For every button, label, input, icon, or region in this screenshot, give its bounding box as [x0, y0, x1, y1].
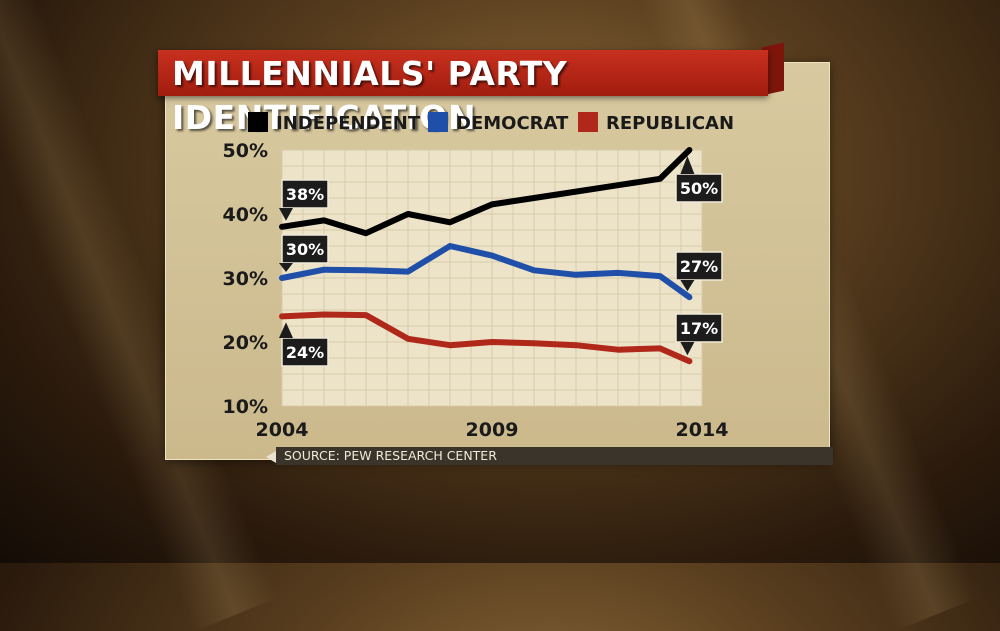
value-callout-pointer	[279, 263, 293, 272]
value-callout-label: 50%	[680, 179, 718, 198]
chart-title: MILLENNIALS' PARTY IDENTIFICATION	[172, 54, 568, 137]
legend-label: INDEPENDENT	[276, 113, 421, 134]
value-callout-box	[675, 313, 723, 343]
source-note: SOURCE: PEW RESEARCH CENTER	[284, 448, 497, 463]
value-callout-pointer	[680, 280, 695, 292]
y-tick-label: 30%	[223, 268, 268, 290]
legend-swatch	[248, 112, 268, 132]
source-bar	[276, 447, 833, 465]
value-callout-box	[281, 234, 329, 264]
legend-label: REPUBLICAN	[606, 113, 734, 134]
value-callout-box	[281, 337, 329, 367]
y-tick-label: 40%	[223, 204, 268, 226]
value-callout-box	[675, 173, 723, 203]
legend-swatch	[578, 112, 598, 132]
value-callout-box	[675, 251, 723, 281]
value-callout-label: 27%	[680, 257, 718, 276]
value-callout-pointer	[680, 156, 695, 174]
x-tick-label: 2009	[466, 419, 519, 441]
title-banner	[158, 50, 768, 96]
y-tick-label: 10%	[223, 396, 268, 418]
series-line	[279, 311, 693, 365]
y-tick-label: 50%	[223, 140, 268, 162]
series-line	[279, 243, 693, 301]
legend-label: DEMOCRAT	[456, 113, 569, 134]
line-chart: 10% 20% 30% 40% 50% 2004 2009 2014 INDEPENDENT DE…	[223, 112, 734, 441]
x-tick-label: 2014	[676, 419, 729, 441]
value-callout-label: 17%	[680, 319, 718, 338]
value-callout-label: 38%	[286, 185, 324, 204]
x-tick-label: 2004	[256, 419, 309, 441]
value-callout-box	[281, 179, 329, 209]
value-callout-pointer	[279, 322, 293, 338]
value-callout-pointer	[680, 342, 695, 356]
y-tick-label: 20%	[223, 332, 268, 354]
series-line	[279, 147, 693, 237]
value-callout-label: 30%	[286, 240, 324, 259]
legend-swatch	[428, 112, 448, 132]
value-callout-label: 24%	[286, 343, 324, 362]
value-callout-pointer	[279, 208, 293, 221]
source-pointer	[266, 451, 276, 463]
